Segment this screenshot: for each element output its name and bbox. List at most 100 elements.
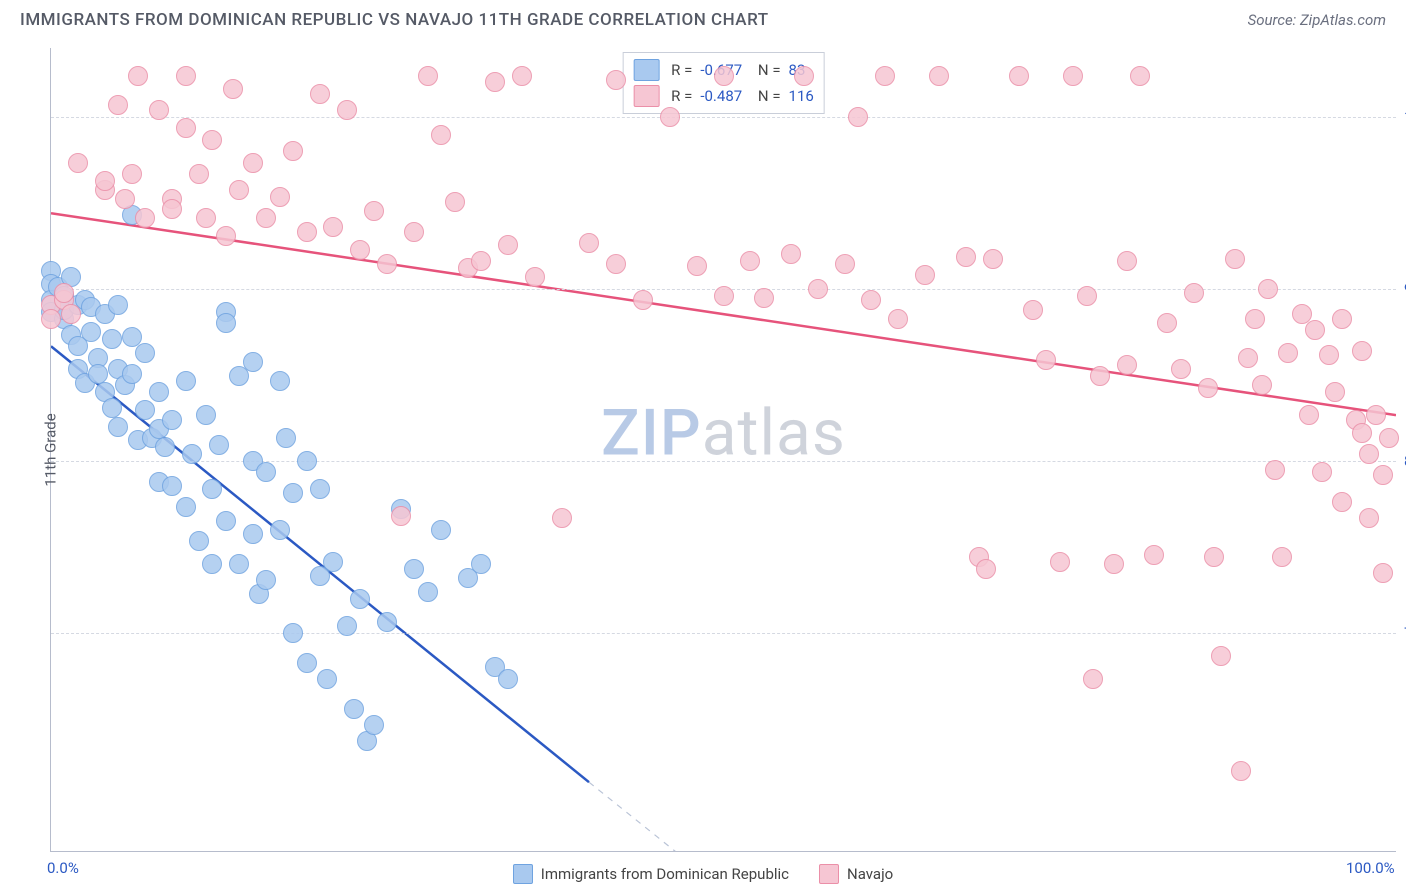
data-point-dominican [81,322,101,342]
data-point-dominican [377,612,397,632]
data-point-navajo [1366,405,1386,425]
data-point-navajo [364,201,384,221]
legend-swatch-navajo [633,85,659,107]
data-point-navajo [229,180,249,200]
data-point-navajo [54,283,74,303]
source-prefix: Source: [1248,11,1300,29]
trend-line-navajo [51,213,1396,415]
data-point-dominican [102,398,122,418]
data-point-navajo [606,254,626,274]
data-point-dominican [196,405,216,425]
data-point-navajo [1104,554,1124,574]
gridline [51,117,1396,118]
legend-label-navajo: Navajo [847,865,893,883]
data-point-navajo [471,251,491,271]
data-point-navajo [525,267,545,287]
data-point-dominican [176,371,196,391]
data-point-navajo [431,125,451,145]
data-point-dominican [162,410,182,430]
data-point-navajo [1352,423,1372,443]
data-point-navajo [552,508,572,528]
data-point-navajo [95,171,115,191]
source-attribution: Source: ZipAtlas.com [1248,11,1386,29]
data-point-navajo [323,217,343,237]
data-point-dominican [162,476,182,496]
data-point-dominican [431,520,451,540]
data-point-navajo [714,66,734,86]
legend-item-navajo: Navajo [819,864,893,884]
data-point-navajo [1305,320,1325,340]
data-point-navajo [754,288,774,308]
data-point-navajo [956,247,976,267]
data-point-dominican [337,616,357,636]
legend-swatch-dominican [633,59,659,81]
data-point-navajo [243,153,263,173]
data-point-navajo [1373,563,1393,583]
data-point-navajo [875,66,895,86]
data-point-navajo [1265,460,1285,480]
watermark-atlas: atlas [702,396,846,471]
data-point-dominican [270,520,290,540]
data-point-dominican [323,552,343,572]
data-point-navajo [1231,761,1251,781]
legend-label-dominican: Immigrants from Dominican Republic [541,865,789,883]
data-point-navajo [1090,366,1110,386]
data-point-navajo [1245,309,1265,329]
data-point-dominican [209,435,229,455]
data-point-navajo [794,66,814,86]
watermark-zip: ZIP [601,396,702,471]
data-point-navajo [404,222,424,242]
data-point-navajo [223,79,243,99]
data-point-navajo [714,286,734,306]
legend-item-dominican: Immigrants from Dominican Republic [513,864,789,884]
data-point-navajo [1258,279,1278,299]
data-point-navajo [1332,309,1352,329]
data-point-dominican [297,653,317,673]
data-point-navajo [498,235,518,255]
data-point-navajo [337,100,357,120]
data-point-navajo [149,100,169,120]
data-point-navajo [176,118,196,138]
y-axis-title: 11th Grade [42,413,60,486]
data-point-navajo [418,66,438,86]
data-point-dominican [243,524,263,544]
data-point-dominican [149,382,169,402]
data-point-navajo [68,153,88,173]
chart-title: IMMIGRANTS FROM DOMINICAN REPUBLIC VS NA… [20,10,769,30]
data-point-navajo [202,130,222,150]
data-point-dominican [498,669,518,689]
data-point-navajo [1063,66,1083,86]
data-point-navajo [162,199,182,219]
data-point-navajo [297,222,317,242]
data-point-dominican [135,400,155,420]
data-point-navajo [1204,547,1224,567]
data-point-navajo [1319,345,1339,365]
data-point-navajo [1272,547,1292,567]
data-point-navajo [512,66,532,86]
stats-legend-row-2: R = -0.487 N = 116 [633,83,814,109]
data-point-navajo [1379,428,1399,448]
plot-region: ZIPatlas R = -0.677 N = 83 R = -0.487 N … [50,48,1396,852]
gridline [51,633,1396,634]
data-point-navajo [740,251,760,271]
data-point-navajo [687,256,707,276]
trend-line-dominican [51,346,589,782]
data-point-navajo [1299,405,1319,425]
data-point-navajo [1325,382,1345,402]
data-point-dominican [276,428,296,448]
data-point-navajo [888,309,908,329]
r-value-navajo: -0.487 [700,87,742,105]
data-point-navajo [128,66,148,86]
data-point-navajo [1036,350,1056,370]
data-point-navajo [835,254,855,274]
chart-header: IMMIGRANTS FROM DOMINICAN REPUBLIC VS NA… [0,0,1406,36]
data-point-dominican [350,589,370,609]
trend-line-extrapolated-dominican [589,782,724,851]
data-point-dominican [344,699,364,719]
data-point-navajo [196,208,216,228]
data-point-navajo [445,192,465,212]
data-point-navajo [283,141,303,161]
legend-swatch-navajo-icon [819,864,839,884]
data-point-dominican [256,462,276,482]
data-point-navajo [660,107,680,127]
